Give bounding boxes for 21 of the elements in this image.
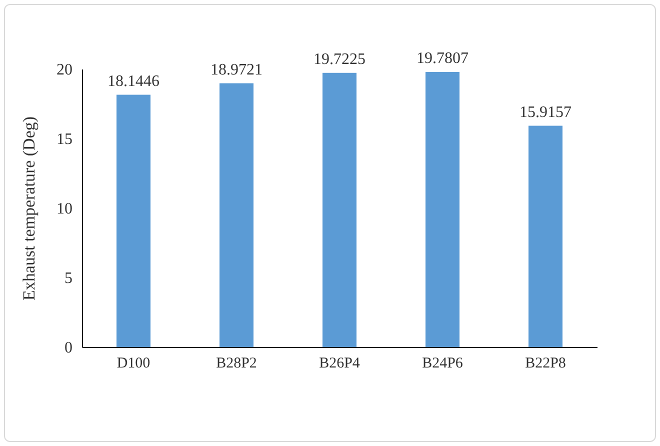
bar <box>220 83 254 347</box>
x-tick-label: B24P6 <box>422 356 464 372</box>
data-label: 19.7225 <box>314 50 366 68</box>
bar <box>528 126 562 347</box>
bar <box>426 72 460 347</box>
y-axis-title: Exhaust temperature (Deg) <box>20 116 38 301</box>
data-label: 18.1446 <box>108 72 160 90</box>
y-tick-label: 15 <box>56 131 72 148</box>
data-label: 15.9157 <box>520 104 572 121</box>
x-tick-label: B26P4 <box>319 356 360 372</box>
bar <box>322 72 356 347</box>
data-label: 19.7807 <box>416 50 468 68</box>
y-tick-label: 20 <box>56 62 72 78</box>
x-tick-label: B28P2 <box>216 356 257 372</box>
x-tick-label: B22P8 <box>525 356 566 372</box>
bar <box>116 94 150 347</box>
y-tick-label: 5 <box>64 270 72 287</box>
y-tick-label: 0 <box>64 340 72 356</box>
y-tick-label: 10 <box>56 200 72 218</box>
x-tick-label: D100 <box>116 356 150 372</box>
data-label: 18.9721 <box>210 61 262 78</box>
